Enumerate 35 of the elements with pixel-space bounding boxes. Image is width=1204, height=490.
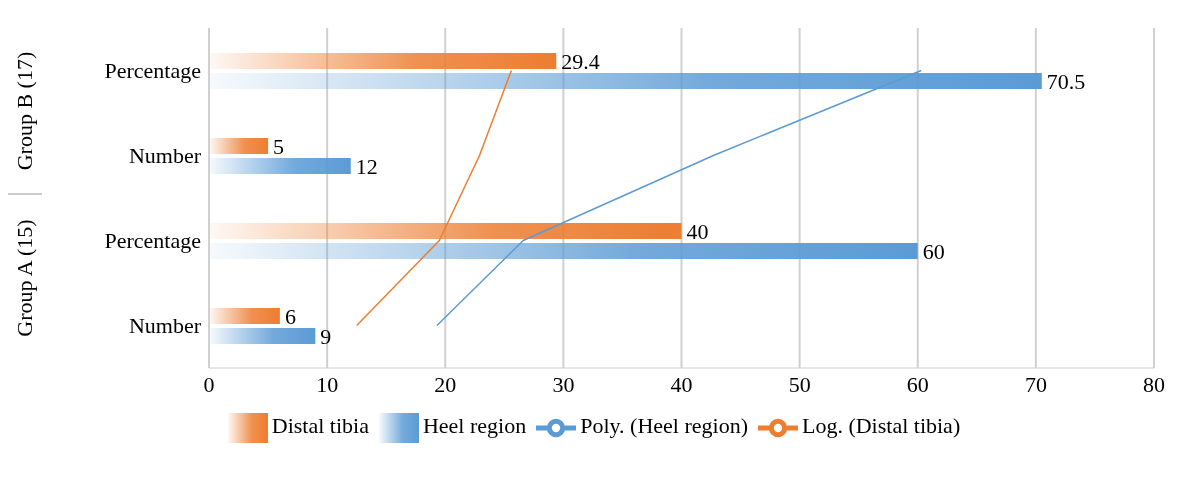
bar xyxy=(209,328,316,344)
x-tick-label: 30 xyxy=(552,371,575,397)
data-label: 60 xyxy=(922,238,945,264)
bar xyxy=(209,308,280,324)
x-tick-label: 10 xyxy=(316,371,339,397)
data-label: 9 xyxy=(320,323,332,349)
data-label: 40 xyxy=(686,218,709,244)
x-tick-label: 70 xyxy=(1024,371,1047,397)
x-tick-label: 80 xyxy=(1143,371,1165,397)
x-tick-label: 40 xyxy=(670,371,693,397)
x-tick-label: 60 xyxy=(906,371,929,397)
y-tick-label: Percentage xyxy=(104,58,201,84)
legend-label: Log. (Distal tibia) xyxy=(801,413,961,439)
bar xyxy=(209,158,351,174)
data-label: 12 xyxy=(355,153,378,179)
bar xyxy=(209,243,918,259)
x-tick-label: 0 xyxy=(203,371,215,397)
bar xyxy=(209,223,682,239)
legend-label: Poly. (Heel region) xyxy=(580,413,748,439)
data-label: 70.5 xyxy=(1046,68,1086,94)
y-tick-label: Number xyxy=(128,143,202,169)
text: Group B (17) xyxy=(12,51,38,170)
y-tick-label: Number xyxy=(128,313,202,339)
text: Group A (15) xyxy=(12,218,38,337)
data-label: 6 xyxy=(284,303,296,329)
bar xyxy=(209,73,1042,89)
y-tick-label: Percentage xyxy=(104,228,201,254)
x-tick-label: 20 xyxy=(434,371,457,397)
legend-label: Heel region xyxy=(422,413,527,439)
bar xyxy=(209,53,557,69)
bar xyxy=(209,138,269,154)
data-label: 29.4 xyxy=(561,48,600,74)
legend-label: Distal tibia xyxy=(271,413,369,439)
x-tick-label: 50 xyxy=(788,371,811,397)
data-label: 5 xyxy=(273,133,285,159)
